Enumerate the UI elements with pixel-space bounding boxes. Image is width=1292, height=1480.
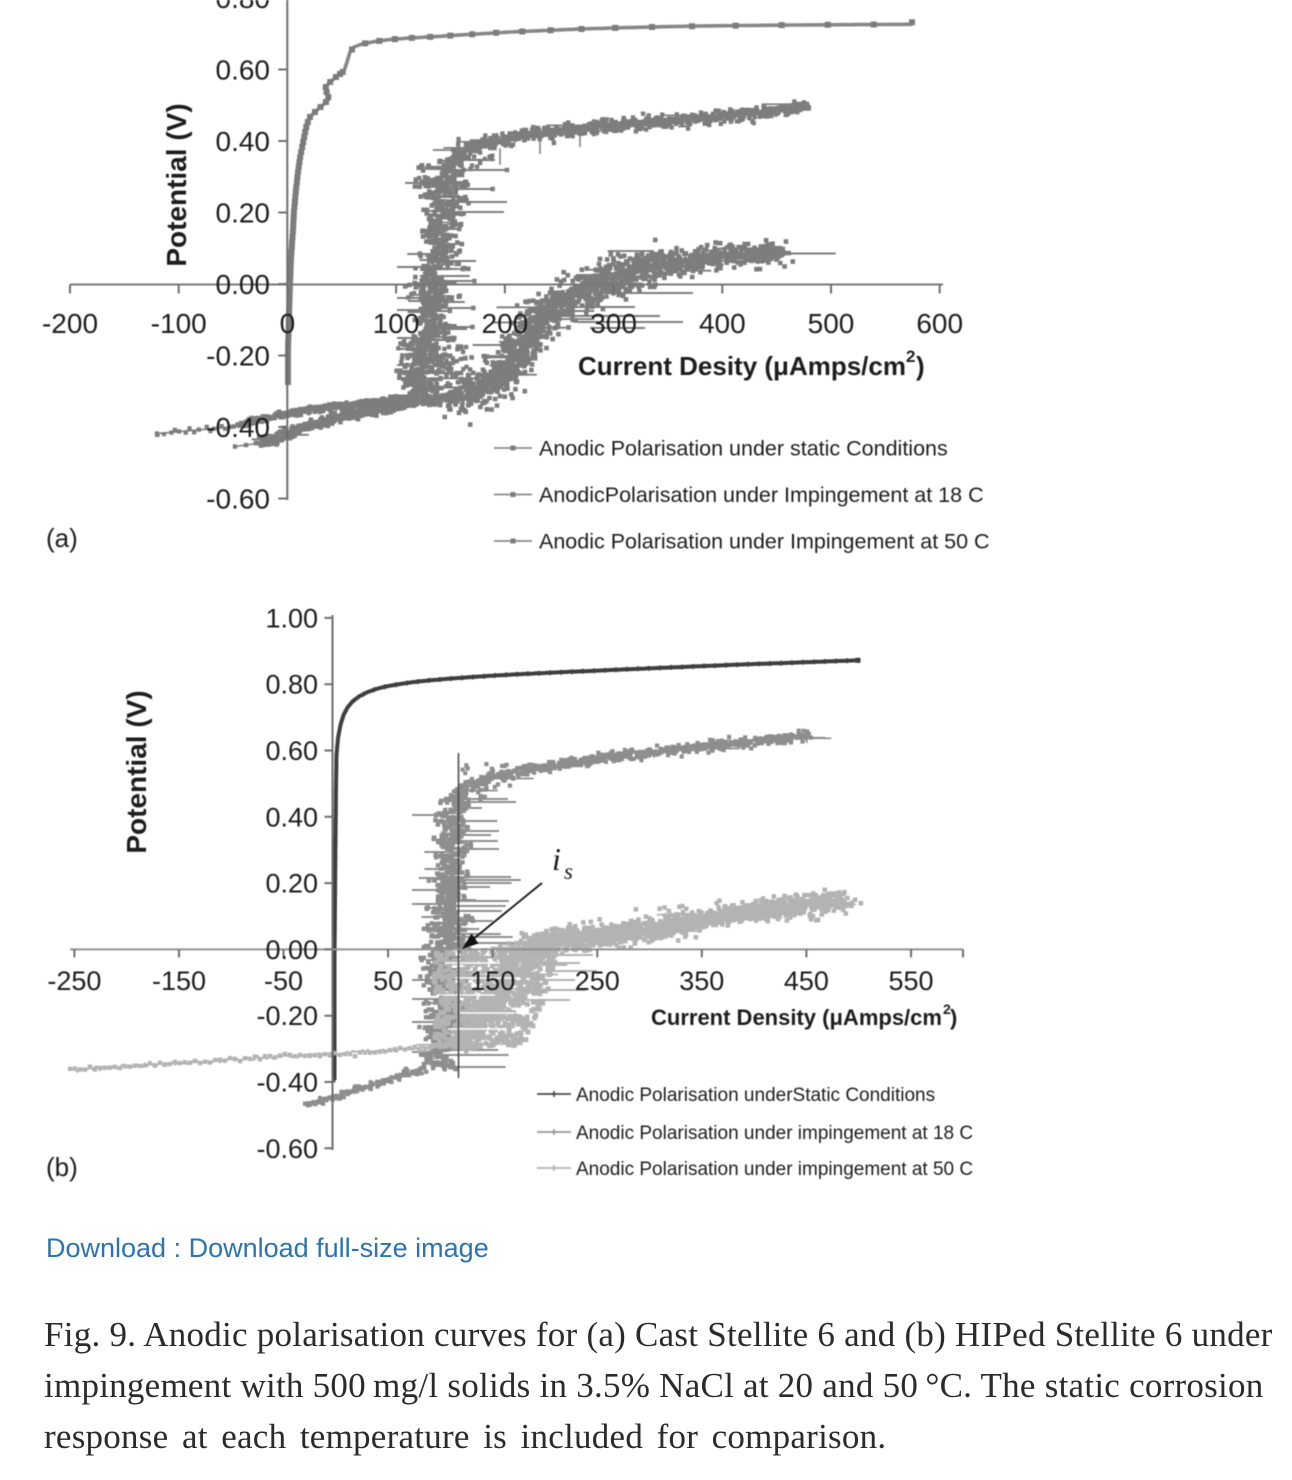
svg-text:0.40: 0.40 bbox=[265, 802, 318, 832]
svg-text:400: 400 bbox=[699, 308, 746, 339]
svg-text:250: 250 bbox=[575, 966, 620, 996]
svg-text:-0.60: -0.60 bbox=[256, 1134, 318, 1164]
svg-text:(a): (a) bbox=[46, 523, 78, 553]
svg-text:0.20: 0.20 bbox=[216, 198, 271, 229]
svg-text:Current Desity (μAmps/cm: Current Desity (μAmps/cm bbox=[578, 351, 906, 381]
svg-text:2: 2 bbox=[943, 1001, 951, 1017]
svg-text:i: i bbox=[552, 841, 561, 877]
svg-text:0.40: 0.40 bbox=[216, 126, 271, 157]
svg-text:Anodic Polarisation under impi: Anodic Polarisation under impingement at… bbox=[576, 1123, 973, 1144]
svg-text:-100: -100 bbox=[151, 308, 207, 339]
svg-text:0.80: 0.80 bbox=[265, 670, 318, 700]
svg-text:-0.40: -0.40 bbox=[256, 1068, 318, 1098]
svg-text:Potential (V): Potential (V) bbox=[121, 690, 152, 853]
svg-text:Current Density (μAmps/cm: Current Density (μAmps/cm bbox=[651, 1005, 942, 1030]
svg-text:-0.60: -0.60 bbox=[206, 484, 270, 515]
svg-text:-50: -50 bbox=[264, 966, 303, 996]
svg-text:0.00: 0.00 bbox=[216, 269, 271, 300]
svg-text:-0.40: -0.40 bbox=[206, 412, 270, 443]
svg-text:50: 50 bbox=[373, 966, 403, 996]
svg-text:0.60: 0.60 bbox=[265, 736, 318, 766]
svg-text:Anodic Polarisation under stat: Anodic Polarisation under static Conditi… bbox=[539, 437, 948, 461]
svg-text:200: 200 bbox=[482, 308, 529, 339]
svg-text:-200: -200 bbox=[42, 308, 98, 339]
svg-text:-0.20: -0.20 bbox=[256, 1001, 318, 1031]
svg-text:): ) bbox=[916, 351, 925, 381]
svg-text:0.00: 0.00 bbox=[265, 935, 318, 965]
svg-text:500: 500 bbox=[808, 308, 855, 339]
svg-text:2: 2 bbox=[906, 347, 915, 366]
svg-text:0: 0 bbox=[280, 308, 296, 339]
svg-text:Anodic Polarisation under Impi: Anodic Polarisation under Impingement at… bbox=[539, 530, 990, 554]
svg-text:300: 300 bbox=[590, 308, 637, 339]
svg-text:550: 550 bbox=[888, 966, 933, 996]
svg-text:-150: -150 bbox=[152, 966, 206, 996]
svg-text:0.20: 0.20 bbox=[265, 869, 318, 899]
svg-text:): ) bbox=[950, 1005, 957, 1030]
svg-text:(b): (b) bbox=[46, 1152, 78, 1182]
svg-text:150: 150 bbox=[470, 966, 515, 996]
svg-text:-250: -250 bbox=[47, 966, 101, 996]
svg-text:600: 600 bbox=[916, 308, 963, 339]
svg-text:100: 100 bbox=[373, 308, 420, 339]
svg-text:-0.20: -0.20 bbox=[206, 341, 270, 372]
svg-text:Anodic Polarisation underStati: Anodic Polarisation underStatic Conditio… bbox=[576, 1085, 935, 1106]
svg-text:350: 350 bbox=[679, 966, 724, 996]
svg-text:450: 450 bbox=[784, 966, 829, 996]
svg-text:Anodic Polarisation under impi: Anodic Polarisation under impingement at… bbox=[576, 1159, 973, 1180]
svg-text:0.80: 0.80 bbox=[216, 0, 271, 14]
svg-text:1.00: 1.00 bbox=[265, 603, 318, 633]
svg-text:AnodicPolarisation under Impin: AnodicPolarisation under Impingement at … bbox=[539, 483, 984, 507]
svg-text:0.60: 0.60 bbox=[216, 55, 271, 86]
svg-text:s: s bbox=[564, 859, 573, 884]
svg-text:Potential (V): Potential (V) bbox=[161, 103, 192, 266]
